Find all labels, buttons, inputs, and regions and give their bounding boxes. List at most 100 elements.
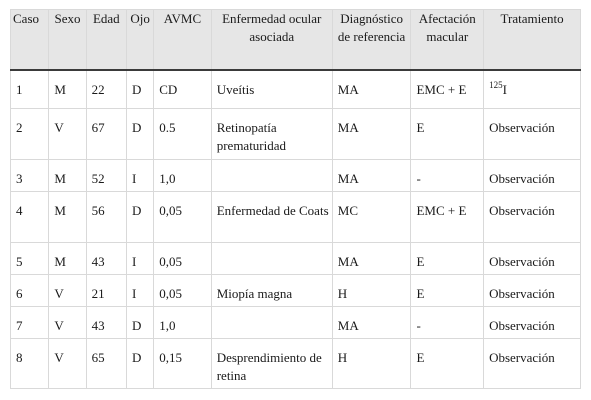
cell-ojo: D [125,69,155,109]
cell-avmc: 1,0 [153,158,212,192]
cell-ojo: D [125,337,155,389]
cell-enfermedad [210,158,333,192]
cell-edad: 56 [85,190,127,243]
table-row: 7 V 43 D 1,0 MA - Observación [9,305,581,339]
cell-ojo: D [125,190,155,243]
header-afectacion: Afectación macular [410,9,485,71]
cell-enfermedad: Desprendimiento de retina [210,337,333,389]
table-row: 3 M 52 I 1,0 MA - Observación [9,158,581,192]
cell-diagnostico: MC [331,190,412,243]
cell-caso: 5 [9,241,50,275]
cell-tratamiento: Observación [483,241,581,275]
cell-sexo: M [48,241,87,275]
tratamiento-text: Observación [489,119,555,135]
cell-afectacion: - [410,305,485,339]
cell-ojo: D [125,107,155,160]
cell-avmc: 0,15 [153,337,212,389]
cell-enfermedad: Miopía magna [210,273,333,307]
cell-sexo: M [48,158,87,192]
cell-avmc: 1,0 [153,305,212,339]
cell-avmc: 0,05 [153,241,212,275]
tratamiento-text: Observación [489,317,555,333]
cell-afectacion: E [410,273,485,307]
tratamiento-text: I [502,82,507,97]
cell-sexo: V [48,273,87,307]
cell-ojo: I [125,158,155,192]
cell-diagnostico: MA [331,107,412,160]
cell-enfermedad: Uveítis [210,69,333,109]
cell-edad: 67 [85,107,127,160]
cell-enfermedad [210,241,333,275]
table-row: 6 V 21 I 0,05 Miopía magna H E Observación [9,273,581,307]
cases-table: Caso Sexo Edad Ojo AVMC Enfermedad ocula… [9,9,581,389]
cell-diagnostico: H [331,337,412,389]
cell-tratamiento: Observación [483,337,581,389]
tratamiento-text: Observación [489,202,555,218]
table-row: 5 M 43 I 0,05 MA E Observación [9,241,581,275]
cell-tratamiento: Observación [483,273,581,307]
cell-diagnostico: MA [331,158,412,192]
table-row: 2 V 67 D 0.5 Retinopatía prematuridad MA E Obser… [9,107,581,160]
cell-avmc: 0,05 [153,273,212,307]
cell-caso: 6 [9,273,50,307]
cell-afectacion: E [410,241,485,275]
cell-enfermedad: Retinopatía prematuridad [210,107,333,160]
cell-ojo: D [125,305,155,339]
cell-caso: 3 [9,158,50,192]
cell-caso: 2 [9,107,50,160]
cell-enfermedad: Enfermedad de Coats [210,190,333,243]
cell-avmc: CD [153,69,212,109]
cell-afectacion: EMC + E [410,69,485,109]
cell-tratamiento: 125I [483,69,581,109]
tratamiento-text: Observación [489,285,555,301]
cell-sexo: V [48,305,87,339]
header-ojo: Ojo [125,9,155,71]
cell-afectacion: E [410,107,485,160]
table-header: Caso Sexo Edad Ojo AVMC Enfermedad ocula… [9,9,581,71]
tratamiento-text: Observación [489,253,555,269]
header-sexo: Sexo [48,9,87,71]
cell-sexo: V [48,337,87,389]
header-diagnostico: Diagnóstico de referencia [331,9,412,71]
table-body: 1 M 22 D CD Uveítis MA EMC + E 125I 2 V 67 D 0.5 Retin… [9,69,581,389]
cell-caso: 1 [9,69,50,109]
cell-caso: 8 [9,337,50,389]
header-row: Caso Sexo Edad Ojo AVMC Enfermedad ocula… [9,9,581,71]
cell-caso: 4 [9,190,50,243]
cell-tratamiento: Observación [483,190,581,243]
cell-edad: 43 [85,241,127,275]
cell-edad: 65 [85,337,127,389]
cell-tratamiento: Observación [483,305,581,339]
cell-sexo: V [48,107,87,160]
cell-diagnostico: MA [331,241,412,275]
header-edad: Edad [85,9,127,71]
cell-sexo: M [48,69,87,109]
cell-enfermedad [210,305,333,339]
cell-afectacion: E [410,337,485,389]
cell-ojo: I [125,273,155,307]
cell-afectacion: EMC + E [410,190,485,243]
table-row: 1 M 22 D CD Uveítis MA EMC + E 125I [9,69,581,109]
header-enfermedad: Enfermedad ocular asociada [210,9,333,71]
cell-tratamiento: Observación [483,158,581,192]
cell-tratamiento: Observación [483,107,581,160]
cell-avmc: 0,05 [153,190,212,243]
isotope-mass-number: 125 [489,80,503,90]
cell-edad: 21 [85,273,127,307]
cell-edad: 22 [85,69,127,109]
table-row: 8 V 65 D 0,15 Desprendimiento de retina H E Obse… [9,337,581,389]
cell-edad: 52 [85,158,127,192]
cell-diagnostico: MA [331,69,412,109]
cell-diagnostico: MA [331,305,412,339]
cell-caso: 7 [9,305,50,339]
tratamiento-text: Observación [489,170,555,186]
tratamiento-text: Observación [489,349,555,365]
header-caso: Caso [9,9,50,71]
cell-sexo: M [48,190,87,243]
header-tratamiento: Tratamiento [483,9,581,71]
cell-afectacion: - [410,158,485,192]
cell-diagnostico: H [331,273,412,307]
header-avmc: AVMC [153,9,212,71]
cell-ojo: I [125,241,155,275]
table-row: 4 M 56 D 0,05 Enfermedad de Coats MC EMC + E Obs… [9,190,581,243]
